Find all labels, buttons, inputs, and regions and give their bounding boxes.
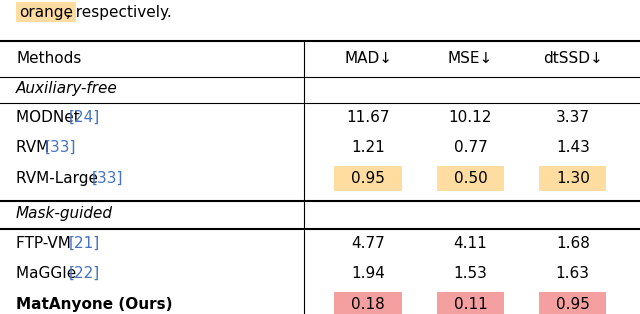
Text: dtSSD↓: dtSSD↓ [543, 51, 603, 66]
Text: 0.95: 0.95 [556, 297, 589, 312]
Text: 3.37: 3.37 [556, 110, 590, 125]
Text: 0.77: 0.77 [454, 140, 487, 155]
Text: 0.95: 0.95 [351, 171, 385, 186]
Text: MODNet: MODNet [16, 110, 83, 125]
Text: 11.67: 11.67 [346, 110, 390, 125]
Text: MaGGIe: MaGGIe [16, 266, 79, 281]
Text: MAD↓: MAD↓ [344, 51, 392, 66]
Text: [33]: [33] [92, 171, 123, 186]
Text: [24]: [24] [68, 110, 100, 125]
Text: 1.43: 1.43 [556, 140, 589, 155]
Text: 0.11: 0.11 [454, 297, 487, 312]
Text: [22]: [22] [68, 266, 100, 281]
Text: 4.77: 4.77 [351, 236, 385, 251]
Text: Auxiliary-free: Auxiliary-free [16, 81, 118, 96]
Text: 10.12: 10.12 [449, 110, 492, 125]
FancyBboxPatch shape [540, 166, 607, 191]
Text: MatAnyone (Ours): MatAnyone (Ours) [16, 297, 173, 312]
FancyBboxPatch shape [437, 166, 504, 191]
Text: [21]: [21] [68, 236, 100, 251]
Text: 0.18: 0.18 [351, 297, 385, 312]
Text: MSE↓: MSE↓ [448, 51, 493, 66]
FancyBboxPatch shape [437, 292, 504, 314]
Text: 1.53: 1.53 [454, 266, 487, 281]
Text: Methods: Methods [16, 51, 81, 66]
Text: 4.11: 4.11 [454, 236, 487, 251]
Text: 1.68: 1.68 [556, 236, 589, 251]
Text: 1.21: 1.21 [351, 140, 385, 155]
Text: RVM: RVM [16, 140, 52, 155]
Text: 1.94: 1.94 [351, 266, 385, 281]
FancyBboxPatch shape [334, 292, 402, 314]
FancyBboxPatch shape [540, 292, 607, 314]
Text: 1.30: 1.30 [556, 171, 589, 186]
Text: [33]: [33] [45, 140, 76, 155]
Text: orange: orange [19, 4, 73, 19]
Text: 0.50: 0.50 [454, 171, 487, 186]
Text: 1.63: 1.63 [556, 266, 590, 281]
Text: Mask-guided: Mask-guided [16, 206, 113, 220]
FancyBboxPatch shape [334, 166, 402, 191]
Text: FTP-VM: FTP-VM [16, 236, 74, 251]
Text: , respectively.: , respectively. [66, 4, 172, 19]
Text: RVM-Large: RVM-Large [16, 171, 101, 186]
